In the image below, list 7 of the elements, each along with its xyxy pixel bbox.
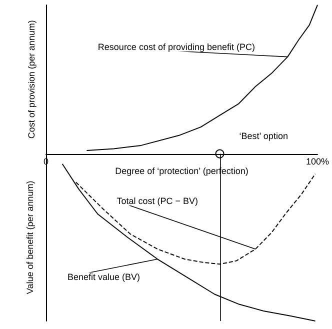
annotation: ‘Best’ option [239, 130, 288, 141]
y-axis-title: Cost of provision (per annum) [26, 20, 36, 139]
text: Value of benefit (per annum) [25, 180, 35, 294]
text: Benefit value (BV) [67, 272, 140, 282]
text: Resource cost of providing benefit (PC) [98, 42, 255, 52]
series-label: Total cost (PC − BV) [116, 196, 198, 206]
x-tick-label: 100% [306, 156, 330, 166]
